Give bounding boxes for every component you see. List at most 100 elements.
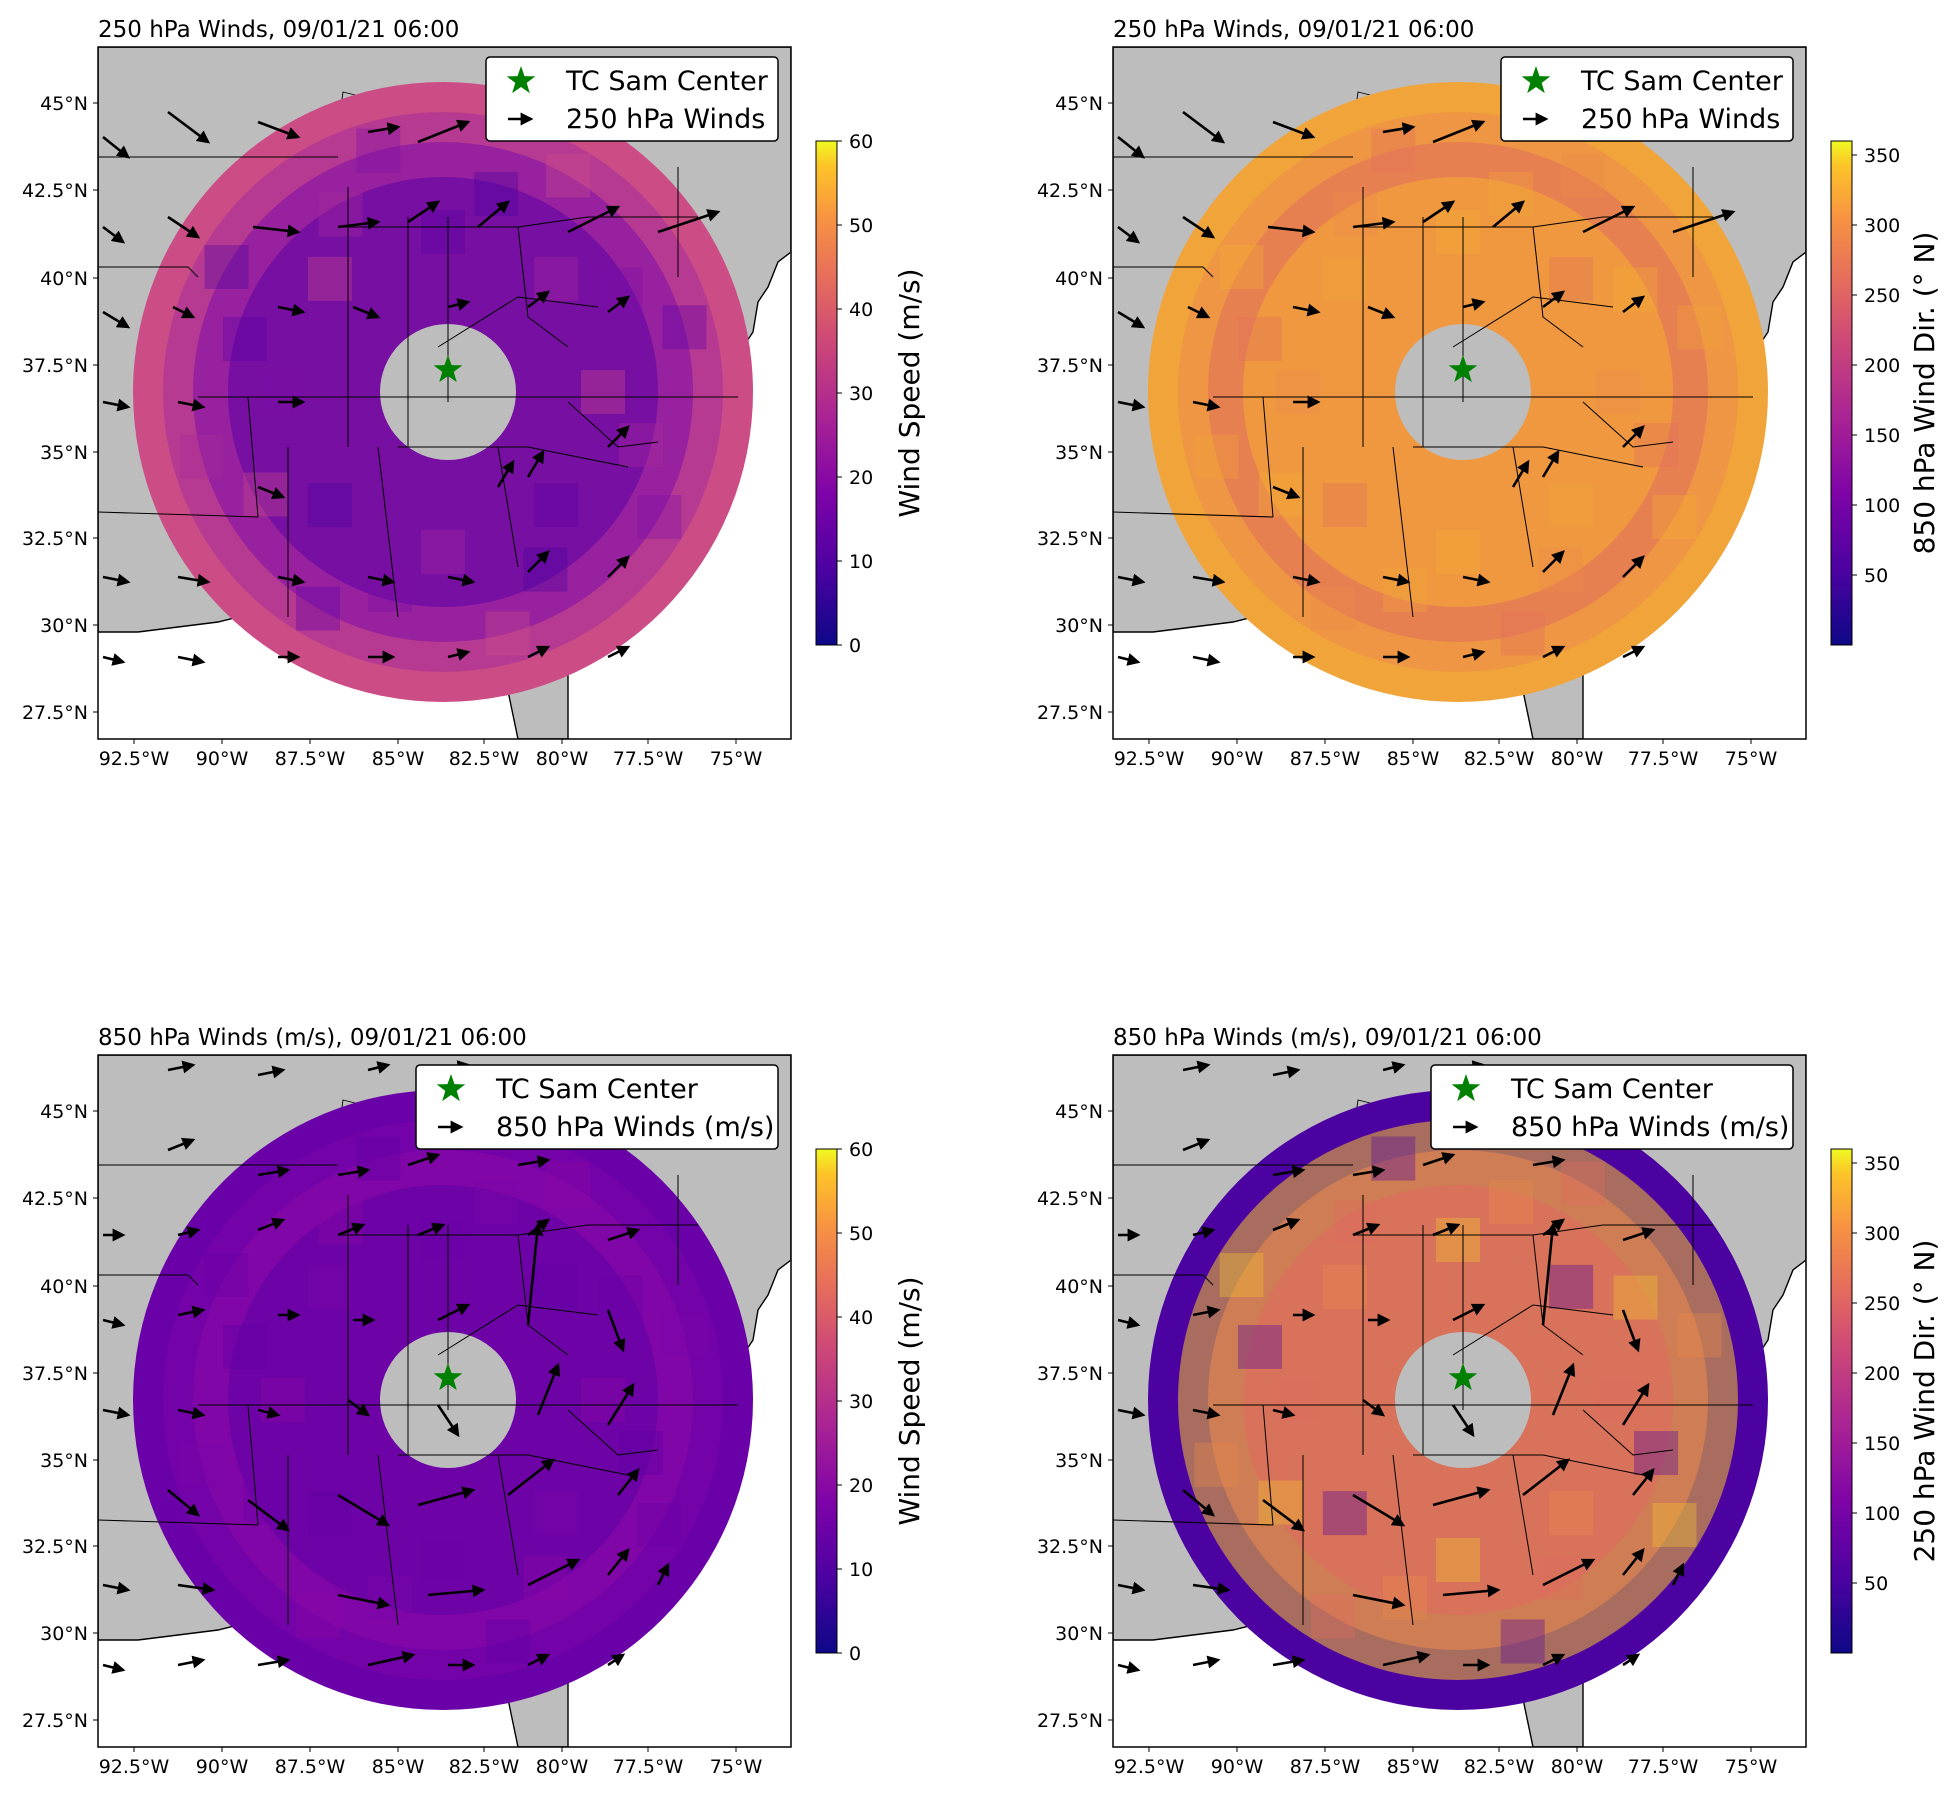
field-cell	[1549, 1491, 1594, 1536]
wind-arrow	[102, 1316, 126, 1329]
lat-tick-label: 35°N	[1055, 1450, 1103, 1472]
wind-arrow	[1492, 200, 1525, 228]
wind-arrow	[1551, 1362, 1576, 1416]
field-cell	[546, 153, 590, 198]
map-panel-tl: 250 hPa Winds, 09/01/21 06:00 45°N 42.5°N 4…	[22, 17, 926, 770]
colorbar-tick-label: 40	[849, 1307, 873, 1329]
colorbar-tick-label: 60	[849, 1139, 873, 1161]
lon-tick-label: 77.5°W	[613, 1756, 684, 1778]
lon-tick-label: 85°W	[372, 1756, 425, 1778]
colorbar-tick-label: 10	[849, 1559, 873, 1581]
wind-arrow	[1272, 120, 1316, 140]
wind-arrow	[352, 305, 381, 320]
tc-center-star-icon	[433, 1363, 463, 1391]
wind-arrow	[1117, 1661, 1141, 1674]
lat-tick-label: 30°N	[40, 1623, 88, 1645]
field-cell	[421, 530, 465, 574]
lat-tick-label: 42.5°N	[22, 1188, 88, 1210]
legend-star-icon	[1521, 66, 1551, 94]
lat-tick-label: 40°N	[1055, 1276, 1103, 1298]
wind-arrow	[616, 1467, 640, 1496]
map-frame	[1112, 1054, 1807, 1748]
legend-marker-label: TC Sam Center	[565, 66, 769, 97]
wind-arrow	[1192, 1582, 1231, 1595]
wind-arrow	[1382, 1650, 1431, 1667]
map-area	[98, 47, 791, 739]
colorbar: 0 10 20 30 40 50 60 Wind Speed (m/s)	[815, 1139, 926, 1665]
wind-arrow	[257, 1217, 286, 1232]
wind-arrow	[1622, 295, 1646, 314]
legend-star-icon	[506, 66, 536, 94]
colorbar-tick-label: 350	[1864, 145, 1900, 167]
wind-arrow	[347, 1398, 371, 1417]
wind-arrow	[167, 1060, 196, 1074]
lon-tick-label: 90°W	[1211, 748, 1264, 770]
wind-arrow	[257, 1406, 281, 1419]
wind-arrow	[1272, 485, 1301, 500]
map-frame	[97, 1054, 792, 1748]
wind-arrow	[1432, 119, 1486, 144]
state-border	[398, 446, 629, 468]
wind-arrow	[656, 1562, 670, 1586]
wind-arrow	[1187, 305, 1211, 319]
lon-tick-label: 80°W	[536, 748, 589, 770]
wind-arrow	[1382, 1061, 1406, 1074]
legend-star-icon	[436, 1074, 466, 1102]
field-cell	[1549, 1264, 1594, 1309]
wind-arrow	[102, 1661, 126, 1674]
wind-arrow	[177, 653, 206, 667]
lat-tick-label: 32.5°N	[1037, 528, 1103, 550]
lat-tick-label: 45°N	[1055, 93, 1103, 115]
legend-star-icon	[1451, 1074, 1481, 1102]
lat-tick-label: 40°N	[40, 268, 88, 290]
wind-arrow	[102, 1581, 131, 1595]
wind-arrow	[1192, 573, 1226, 587]
field-cell	[1322, 1491, 1367, 1536]
wind-arrow	[1192, 1226, 1216, 1239]
lat-tick-label: 37.5°N	[22, 1363, 88, 1385]
wind-arrow	[1671, 1562, 1685, 1586]
lat-tick-label: 27.5°N	[22, 1710, 88, 1732]
field-cell	[1322, 483, 1367, 528]
field-cell	[1219, 1253, 1264, 1297]
map-frame	[97, 46, 792, 740]
wind-arrow	[1352, 1222, 1381, 1237]
wind-arrow	[257, 1065, 286, 1079]
state-border	[98, 511, 259, 518]
wind-arrow	[257, 485, 286, 500]
wind-arrow	[1272, 1406, 1296, 1419]
state-border	[398, 1454, 629, 1476]
lat-tick-label: 45°N	[1055, 1101, 1103, 1123]
lat-tick-label: 42.5°N	[1037, 1188, 1103, 1210]
wind-arrow	[1672, 209, 1736, 234]
field-cell	[598, 1275, 643, 1320]
state-border	[1113, 511, 1274, 518]
field-cell	[619, 1431, 664, 1476]
wind-arrow	[1272, 1655, 1306, 1669]
legend-marker-label: TC Sam Center	[495, 1074, 699, 1105]
wind-arrow	[1182, 215, 1216, 239]
wind-arrow	[1622, 1653, 1641, 1667]
state-border	[1392, 1454, 1414, 1626]
field-cell	[1436, 1538, 1480, 1582]
map-panel-br: 850 hPa Winds (m/s), 09/01/21 06:00 45°N 4…	[1037, 1025, 1941, 1778]
state-border	[1582, 401, 1674, 448]
field-cell	[356, 128, 401, 173]
colorbar-tick-label: 30	[849, 383, 873, 405]
lon-tick-label: 87.5°W	[275, 748, 346, 770]
wind-arrow	[1452, 1303, 1486, 1322]
colorbar-tick-label: 150	[1864, 425, 1900, 447]
wind-arrow	[177, 1655, 206, 1669]
wind-arrow	[1622, 555, 1645, 578]
field-cell	[1652, 1503, 1697, 1547]
wind-arrow	[417, 1486, 476, 1507]
lon-tick-label: 80°W	[1551, 1756, 1604, 1778]
field-cell	[1561, 153, 1605, 198]
wind-arrow	[177, 573, 211, 587]
state-border	[98, 1274, 199, 1286]
wind-arrow	[407, 200, 441, 224]
wind-arrow	[337, 1593, 391, 1610]
wind-arrow	[1542, 550, 1565, 573]
wind-arrow	[1542, 1653, 1566, 1667]
colorbar-label: Wind Speed (m/s)	[893, 1276, 926, 1525]
